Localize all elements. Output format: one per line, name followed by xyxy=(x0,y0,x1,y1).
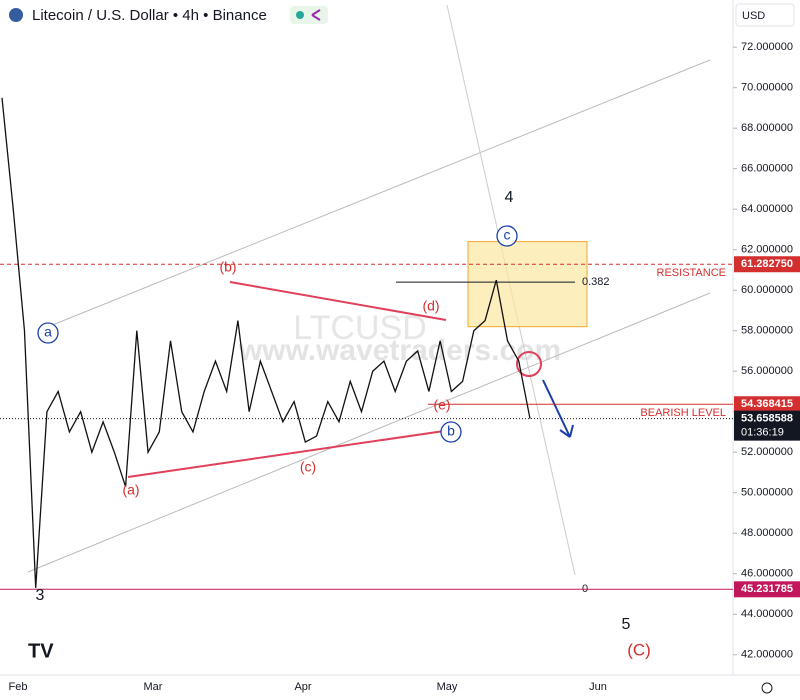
y-tick-label: 62.000000 xyxy=(741,244,793,256)
price-tag xyxy=(734,410,800,441)
coin-icon xyxy=(9,8,23,22)
wave-label: (b) xyxy=(219,259,236,275)
price-tag xyxy=(734,256,800,273)
y-tick-label: 50.000000 xyxy=(741,487,793,499)
y-tick-label: 68.000000 xyxy=(741,122,793,134)
wave-label: 3 xyxy=(36,587,45,604)
badge-dot xyxy=(296,11,304,19)
wave-label: a xyxy=(44,324,52,340)
price-tag-label: 54.368415 xyxy=(741,398,793,410)
wave-label: 4 xyxy=(505,189,514,206)
watermark: LTCUSD xyxy=(293,309,427,347)
wave-label: (C) xyxy=(627,640,651,659)
currency-button[interactable] xyxy=(735,3,795,27)
price-tag-label: 61.282750 xyxy=(741,258,793,270)
wave-label: (a) xyxy=(122,482,139,498)
y-tick-label: 56.000000 xyxy=(741,365,793,377)
wave-label: (e) xyxy=(433,397,450,413)
logo: TV xyxy=(28,640,54,662)
countdown: 01:36:19 xyxy=(741,427,784,439)
y-tick-label: 58.000000 xyxy=(741,325,793,337)
price-tag-label: 53.658588 xyxy=(741,413,793,425)
highlight-circle xyxy=(516,351,542,377)
y-tick-label: 52.000000 xyxy=(741,446,793,458)
wave-label: c xyxy=(504,227,511,243)
level-caption: BEARISH LEVEL xyxy=(640,407,726,419)
x-tick-label: Apr xyxy=(294,681,311,693)
triangle-line xyxy=(127,429,452,478)
y-tick-label: 44.000000 xyxy=(741,608,793,620)
y-tick-label: 72.000000 xyxy=(741,41,793,53)
wave-label: (d) xyxy=(422,298,439,314)
y-tick-label: 66.000000 xyxy=(741,163,793,175)
arrow xyxy=(542,379,574,438)
y-tick-label: 60.000000 xyxy=(741,284,793,296)
triangle-line xyxy=(229,281,447,321)
price-line xyxy=(1,97,531,588)
price-tag xyxy=(734,581,800,598)
x-tick-label: Mar xyxy=(144,681,163,693)
level-caption: RESISTANCE xyxy=(657,267,726,279)
channel-line xyxy=(27,292,711,573)
wave-circle xyxy=(496,225,518,247)
badge-icon xyxy=(311,9,321,21)
price-tag-label: 45.231785 xyxy=(741,583,793,595)
fib-label: 0.382 xyxy=(582,276,610,288)
y-tick-label: 64.000000 xyxy=(741,203,793,215)
wave-label: 5 xyxy=(622,616,631,633)
price-tag xyxy=(734,396,800,413)
y-tick-label: 42.000000 xyxy=(741,649,793,661)
x-tick-label: Feb xyxy=(9,681,28,693)
indicator-badge xyxy=(290,6,328,24)
x-tick-label: Jun xyxy=(589,681,607,693)
wave-circle xyxy=(37,322,59,344)
x-tick-label: May xyxy=(437,681,458,693)
y-tick-label: 48.000000 xyxy=(741,527,793,539)
y-tick-label: 46.000000 xyxy=(741,568,793,580)
settings-icon[interactable] xyxy=(761,682,773,694)
channel-line xyxy=(39,59,711,331)
fib-zone xyxy=(467,241,588,328)
chart-title: Litecoin / U.S. Dollar • 4h • Binance xyxy=(32,7,267,24)
y-tick-label: 70.000000 xyxy=(741,82,793,94)
wave-circle xyxy=(440,421,462,443)
wave-label: (c) xyxy=(300,459,316,475)
wave-label: b xyxy=(447,423,455,439)
currency-label: USD xyxy=(742,10,765,22)
